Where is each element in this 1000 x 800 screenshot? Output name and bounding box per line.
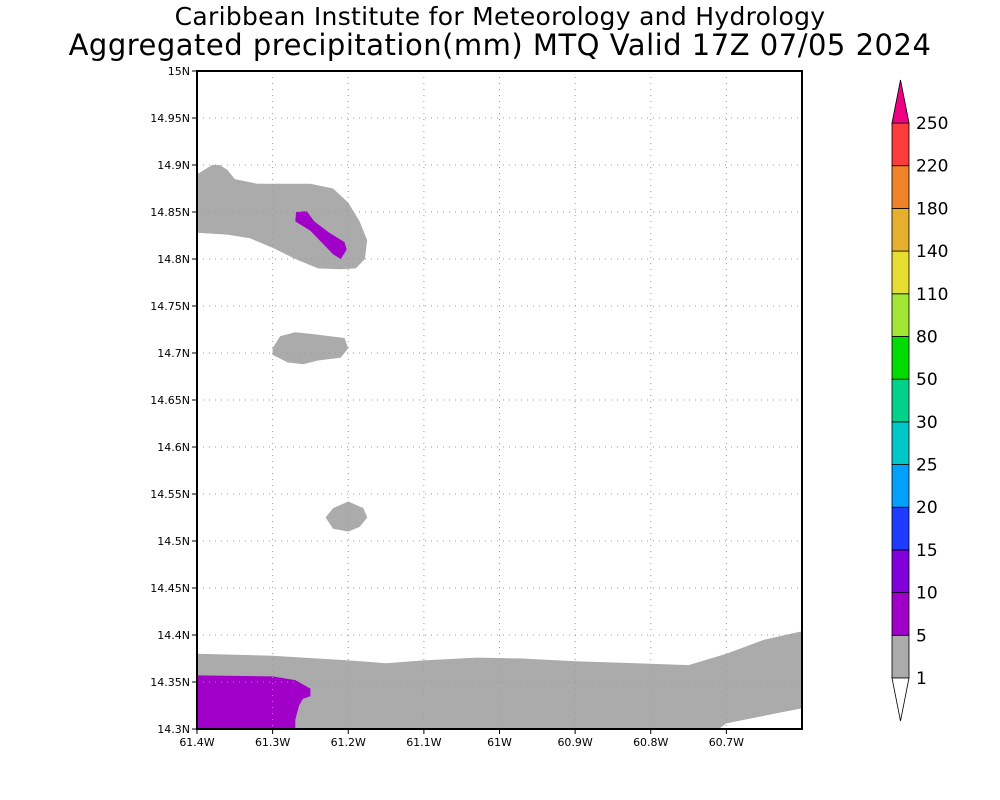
map-axes: 15N 14.95N 14.9N 14.85N 14.8N 14.75N 14.7N 14.6… — [150, 65, 744, 749]
colorbar-swatch-25 — [891, 421, 910, 465]
colorbar-label: 80 — [916, 327, 938, 347]
colorbar-swatch-10 — [891, 549, 910, 594]
colorbar-swatch-50 — [891, 336, 910, 380]
lat-tick-label: 14.95N — [150, 112, 190, 125]
lat-tick-label: 14.8N — [157, 253, 190, 266]
colorbar-swatch-15 — [891, 506, 910, 551]
lat-tick-label: 14.45N — [150, 582, 190, 595]
lat-tick-label: 14.85N — [150, 206, 190, 219]
colorbar-label: 250 — [916, 114, 948, 134]
colorbar-swatch-80 — [891, 293, 910, 337]
precip-region-coast-core — [197, 675, 311, 729]
lon-tick-label: 61.3W — [255, 736, 290, 749]
colorbar-swatch-180 — [891, 165, 910, 209]
precip-region-coast-band — [197, 631, 802, 729]
colorbar-over-triangle — [891, 79, 910, 124]
map-grid — [197, 71, 803, 729]
colorbar-swatch-5 — [891, 592, 910, 636]
colorbar-label: 10 — [916, 584, 938, 604]
lat-tick-label: 14.75N — [150, 300, 190, 313]
lon-tick-label: 60.7W — [709, 736, 744, 749]
colorbar-label: 20 — [916, 498, 938, 518]
lat-tick-label: 14.9N — [157, 159, 190, 172]
colorbar-label: 15 — [916, 541, 938, 561]
colorbar-under-triangle — [891, 677, 910, 722]
lon-tick-label: 61.2W — [331, 736, 366, 749]
colorbar-label: 25 — [916, 456, 938, 476]
colorbar-label: 1 — [916, 669, 927, 689]
colorbar-swatch-1 — [891, 634, 910, 679]
precip-region-north-core — [295, 211, 347, 259]
colorbar-label: 180 — [916, 199, 948, 219]
lon-tick-label: 61.1W — [406, 736, 441, 749]
colorbar-label: 50 — [916, 370, 938, 390]
map-title: Caribbean Institute for Meteorology and … — [174, 2, 826, 31]
lon-tick-label: 61W — [487, 736, 512, 749]
lat-tick-label: 14.35N — [150, 676, 190, 689]
colorbar-label: 110 — [916, 285, 948, 305]
lat-tick-label: 14.65N — [150, 394, 190, 407]
precipitation-regions — [197, 165, 802, 729]
precip-region-center-blob — [272, 332, 349, 365]
lat-tick-label: 14.4N — [157, 629, 190, 642]
lon-tick-label: 60.8W — [633, 736, 668, 749]
colorbar-label: 140 — [916, 242, 948, 262]
colorbar-label: 5 — [916, 626, 927, 646]
colorbar-swatch-20 — [891, 464, 910, 508]
map-subtitle: Aggregated precipitation(mm) MTQ Valid 1… — [68, 28, 932, 62]
lat-tick-label: 14.5N — [157, 535, 190, 548]
lon-tick-label: 61.4W — [179, 736, 214, 749]
colorbar-swatch-30 — [891, 378, 910, 423]
lat-tick-label: 14.3N — [157, 723, 190, 736]
colorbar-label: 30 — [916, 413, 938, 433]
lat-tick-label: 14.55N — [150, 488, 190, 501]
colorbar-label: 220 — [916, 157, 948, 177]
lon-tick-label: 60.9W — [557, 736, 592, 749]
lat-tick-label: 15N — [168, 65, 190, 78]
colorbar-swatch-140 — [891, 207, 910, 252]
colorbar-swatch-220 — [891, 122, 910, 167]
colorbar-swatch-110 — [891, 250, 910, 295]
lat-tick-label: 14.7N — [157, 347, 190, 360]
lat-tick-label: 14.6N — [157, 441, 190, 454]
precip-region-south-blob — [325, 501, 368, 532]
